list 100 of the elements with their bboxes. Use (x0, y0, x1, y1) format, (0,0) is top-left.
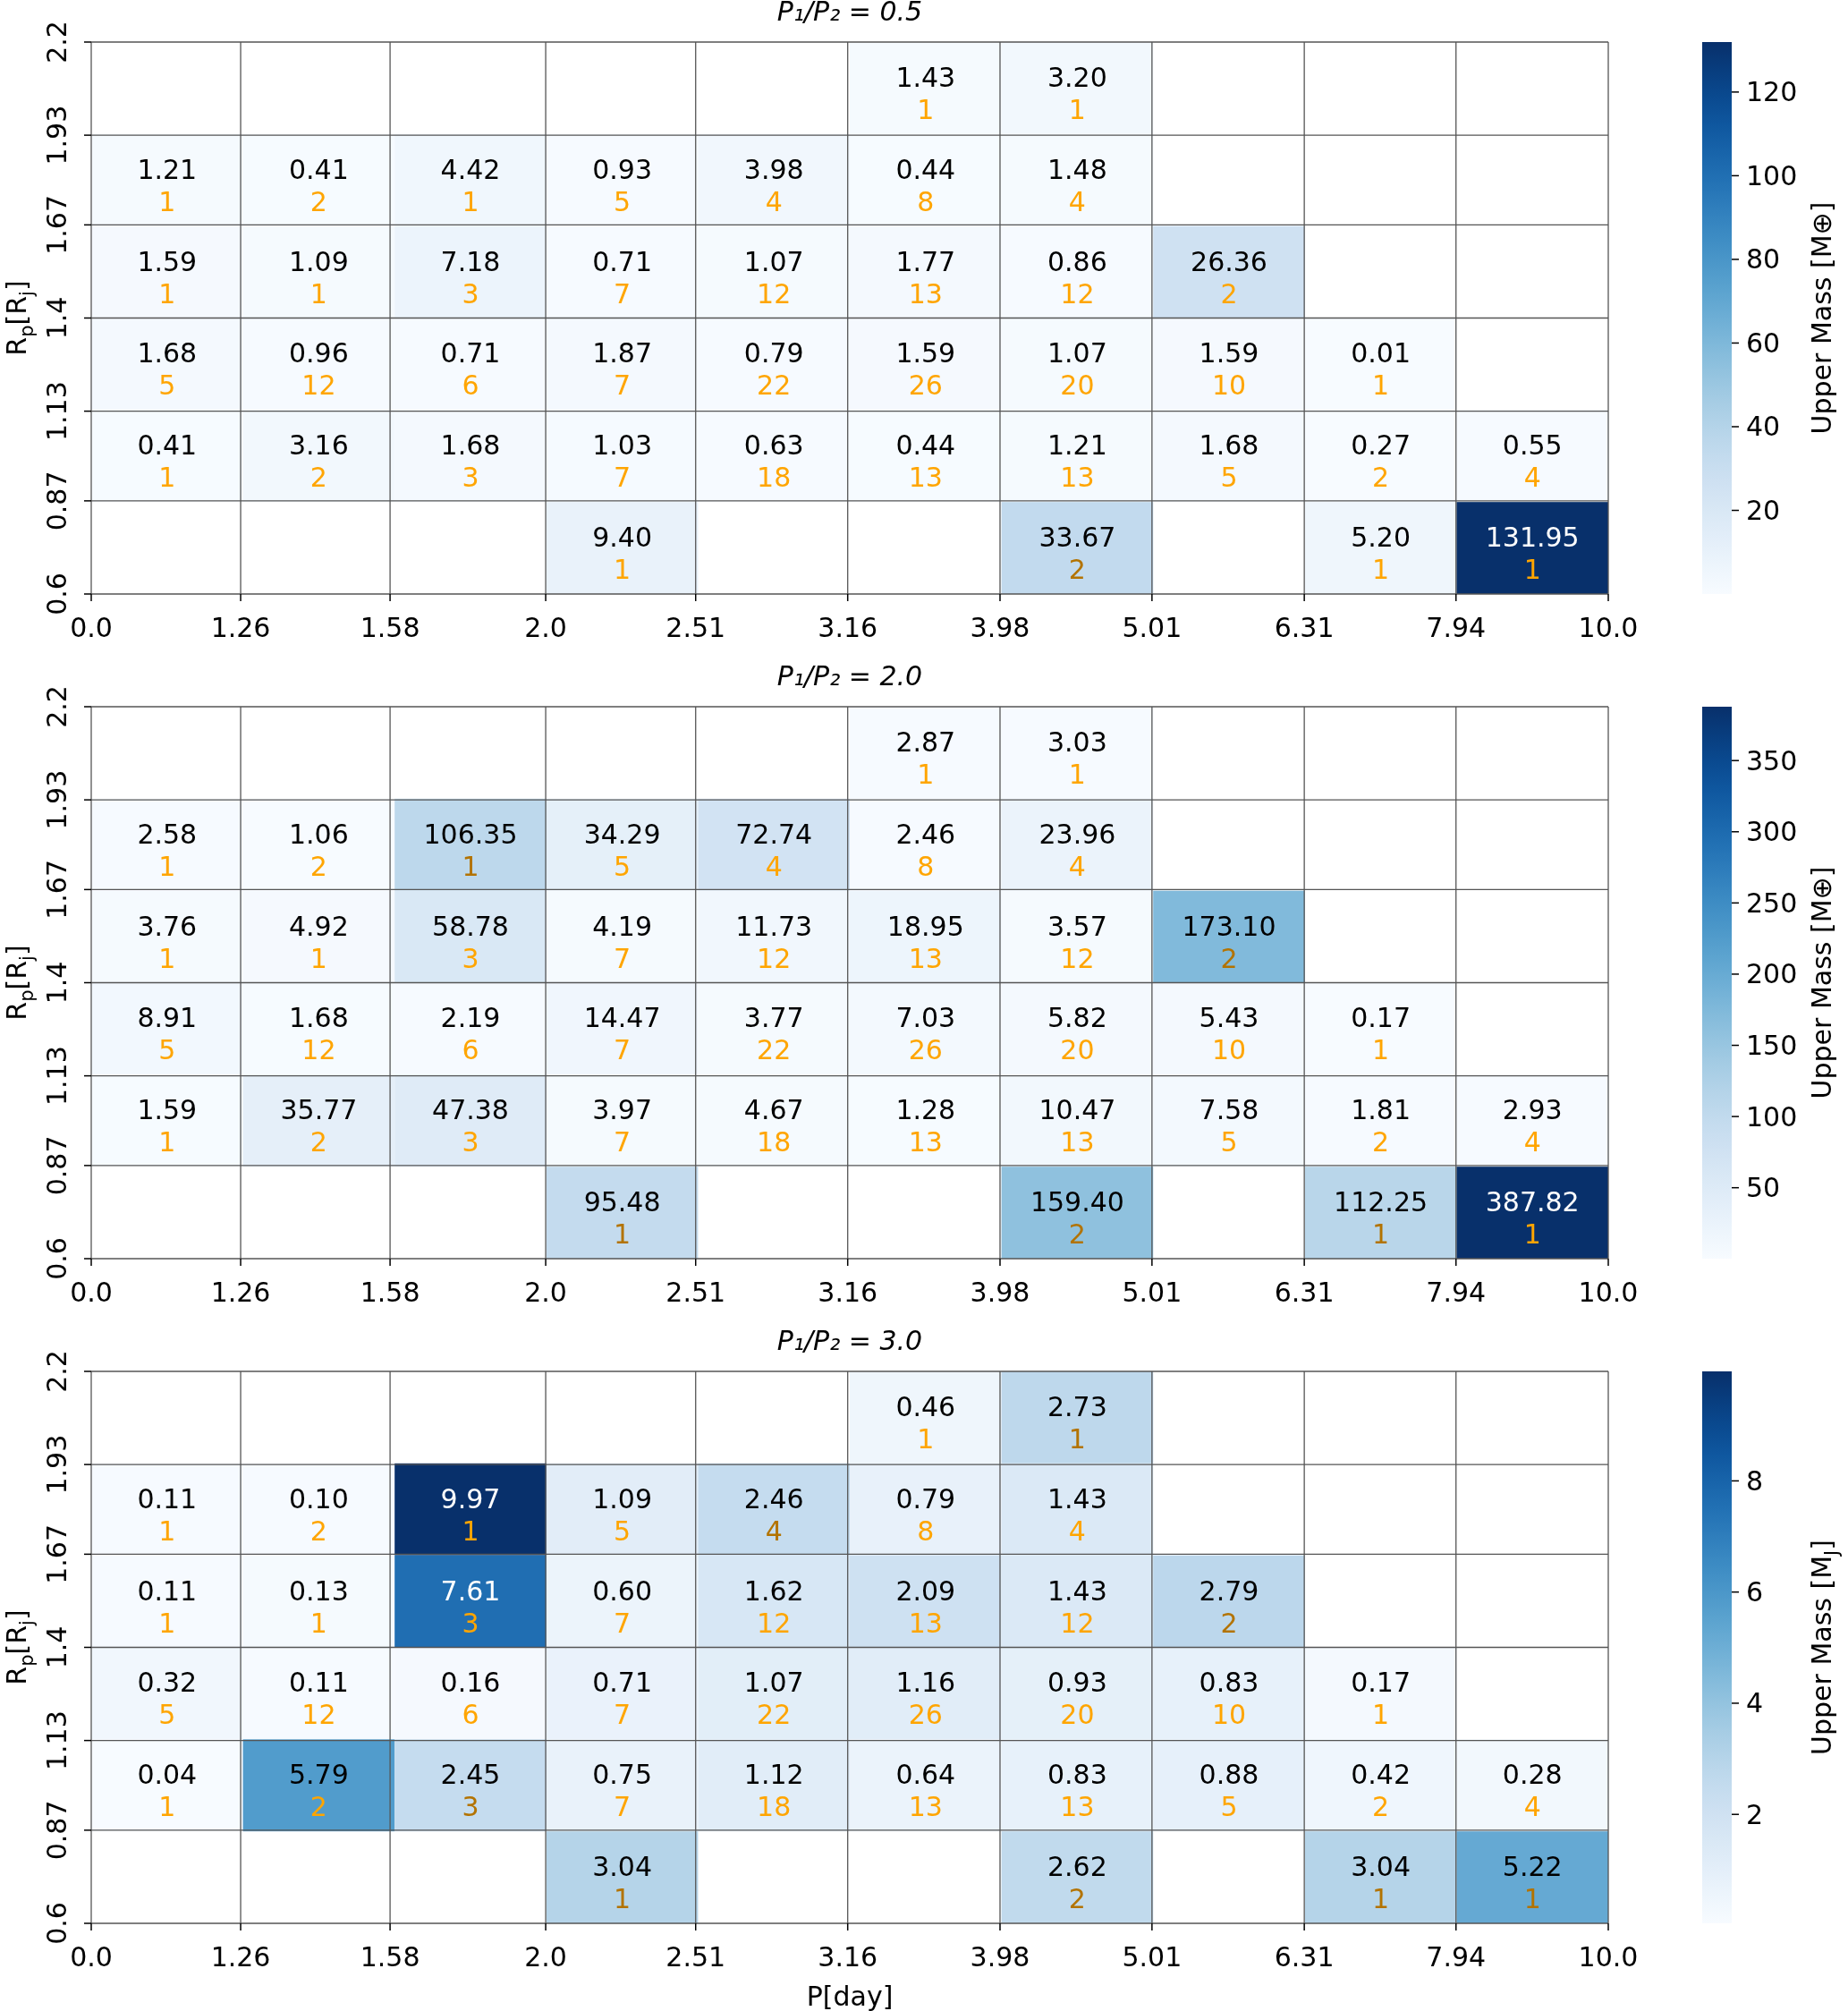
x-tick-label: 7.94 (1426, 1276, 1487, 1308)
data-label: 0.27 2 (1351, 429, 1411, 494)
data-label: 3.04 1 (592, 1851, 652, 1915)
color-bar-label: 200 (1746, 958, 1798, 990)
data-label: 173.10 2 (1182, 910, 1276, 974)
data-label: 7.61 3 (440, 1574, 501, 1639)
x-tick-label: 7.94 (1426, 1940, 1487, 1973)
x-tick-label: 6.31 (1274, 1940, 1335, 1973)
x-tick-label: 3.98 (970, 1940, 1030, 1973)
data-label: 131.95 1 (1485, 522, 1580, 586)
color-bar-label: 4 (1746, 1687, 1764, 1719)
data-label: 1.21 1 (137, 153, 198, 217)
x-tick-label: 1.26 (210, 1940, 271, 1973)
color-bar-label: 60 (1746, 327, 1781, 359)
data-label: 0.11 12 (289, 1667, 349, 1731)
data-label: 1.06 2 (289, 818, 349, 882)
data-label: 3.98 4 (743, 153, 804, 217)
y-tick-label: 0.6 (40, 573, 72, 615)
x-tick-label: 5.01 (1122, 1276, 1183, 1308)
y-tick-label: 1.13 (40, 1046, 72, 1107)
data-label: 0.75 7 (592, 1759, 652, 1823)
data-label: 0.17 1 (1351, 1667, 1411, 1731)
y-tick-label: 1.93 (40, 105, 72, 165)
data-label: 0.46 1 (895, 1390, 956, 1455)
y-tick-label: 1.93 (40, 769, 72, 830)
data-label: 0.93 5 (592, 153, 652, 217)
data-label: 23.96 4 (1038, 818, 1116, 882)
data-label: 0.83 13 (1047, 1759, 1107, 1823)
x-tick-label: 2.51 (665, 1276, 726, 1308)
data-label: 1.62 12 (743, 1574, 804, 1639)
x-tick-label: 2.0 (524, 1940, 567, 1973)
data-label: 0.01 1 (1351, 337, 1411, 402)
y-tick-label: 1.93 (40, 1434, 72, 1495)
data-label: 1.59 1 (137, 245, 198, 310)
data-label: 3.16 2 (289, 429, 349, 494)
data-label: 0.71 6 (440, 337, 501, 402)
data-label: 1.68 12 (289, 1002, 349, 1066)
data-label: 1.12 18 (743, 1759, 804, 1823)
data-label: 26.36 2 (1191, 245, 1267, 310)
data-label: 2.46 8 (895, 818, 956, 882)
x-tick-label: 3.16 (818, 1276, 878, 1308)
data-label: 2.73 1 (1047, 1390, 1107, 1455)
data-label: 2.87 1 (895, 725, 956, 790)
data-label: 35.77 2 (280, 1094, 358, 1158)
data-label: 2.62 2 (1047, 1851, 1107, 1915)
x-tick-label: 2.0 (524, 1276, 567, 1308)
data-label: 3.97 7 (592, 1094, 652, 1158)
data-label: 0.64 13 (895, 1759, 956, 1823)
data-label: 11.73 12 (735, 910, 813, 974)
color-bar-label: 80 (1746, 243, 1781, 276)
color-bar-label: 300 (1746, 816, 1798, 848)
data-label: 0.93 20 (1047, 1667, 1107, 1731)
data-label: 1.81 2 (1351, 1094, 1411, 1158)
data-label: 14.47 7 (583, 1002, 661, 1066)
color-bar-label: 20 (1746, 495, 1781, 527)
data-label: 47.38 3 (432, 1094, 509, 1158)
data-label: 1.03 7 (592, 429, 652, 494)
x-tick-label: 7.94 (1426, 611, 1487, 643)
y-tick-label: 1.4 (40, 296, 72, 340)
data-label: 0.16 6 (440, 1667, 501, 1731)
x-tick-label: 0.0 (70, 1276, 113, 1308)
data-label: 7.03 26 (895, 1002, 956, 1066)
x-tick-label: 1.26 (210, 1276, 271, 1308)
x-tick-label: 0.0 (70, 1940, 113, 1973)
color-bar-label: 2 (1746, 1798, 1764, 1830)
x-tick-label: 1.58 (360, 611, 420, 643)
data-label: 4.19 7 (592, 910, 652, 974)
data-label: 0.63 18 (743, 429, 804, 494)
data-label: 1.43 4 (1047, 1482, 1107, 1547)
x-tick-label: 1.58 (360, 1940, 420, 1973)
y-tick-label: 2.2 (40, 21, 72, 64)
y-tick-label: 1.4 (40, 961, 72, 1005)
color-bar-label: 8 (1746, 1464, 1764, 1497)
data-label: 9.40 1 (592, 522, 652, 586)
data-label: 2.09 13 (895, 1574, 956, 1639)
data-label: 4.67 18 (743, 1094, 804, 1158)
data-label: 3.20 1 (1047, 61, 1107, 125)
y-tick-label: 1.4 (40, 1625, 72, 1669)
data-label: 0.13 1 (289, 1574, 349, 1639)
data-label: 0.10 2 (289, 1482, 349, 1547)
data-label: 106.35 1 (423, 818, 518, 882)
data-label: 9.97 1 (440, 1482, 501, 1547)
x-tick-label: 0.0 (70, 611, 113, 643)
y-tick-label: 0.87 (40, 1800, 72, 1861)
data-label: 0.41 2 (289, 153, 349, 217)
y-tick-label: 1.67 (40, 194, 72, 255)
data-label: 3.57 12 (1047, 910, 1107, 974)
data-label: 0.42 2 (1351, 1759, 1411, 1823)
color-bar-title: Upper Mass [M⊕] (1805, 201, 1837, 435)
x-tick-label: 1.58 (360, 1276, 420, 1308)
color-bar-label: 150 (1746, 1030, 1798, 1062)
data-label: 1.59 1 (137, 1094, 198, 1158)
data-label: 7.58 5 (1199, 1094, 1259, 1158)
y-tick-label: 1.13 (40, 381, 72, 442)
data-label: 5.82 20 (1047, 1002, 1107, 1066)
x-tick-label: 10.0 (1578, 1276, 1639, 1308)
data-label: 0.32 5 (137, 1667, 198, 1731)
x-tick-label: 3.16 (818, 611, 878, 643)
data-label: 1.43 12 (1047, 1574, 1107, 1639)
data-label: 0.88 5 (1199, 1759, 1259, 1823)
